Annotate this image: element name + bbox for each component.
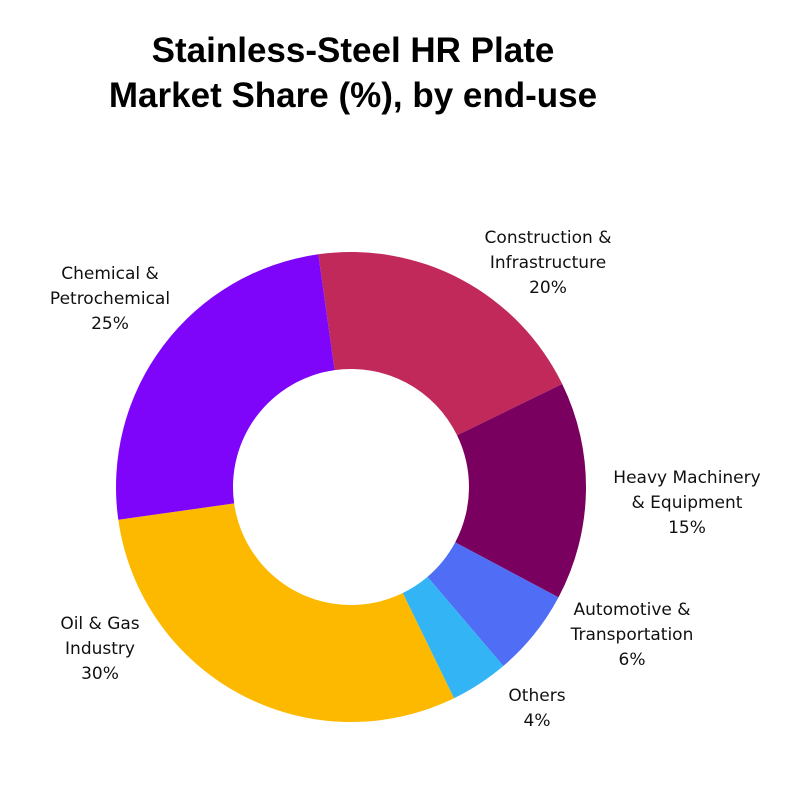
donut-slice	[455, 383, 586, 598]
category-label: Heavy Machinery & Equipment	[613, 468, 761, 513]
value-label: 4%	[523, 711, 551, 731]
category-label: Automotive & Transportation	[570, 600, 694, 645]
slice-label: Heavy Machinery & Equipment 15%	[567, 466, 807, 541]
slice-label: Automotive & Transportation 6%	[512, 598, 752, 673]
category-label: Construction & Infrastructure	[484, 228, 612, 273]
donut-slice	[118, 503, 455, 722]
category-label: Oil & Gas Industry	[60, 614, 140, 659]
donut-slice	[318, 252, 563, 436]
slice-label: Others 4%	[417, 684, 657, 734]
slice-label: Construction & Infrastructure 20%	[428, 226, 668, 301]
category-label: Others	[508, 686, 566, 706]
slice-label: Chemical & Petrochemical 25%	[0, 262, 230, 337]
value-label: 30%	[81, 664, 119, 684]
donut-slice	[402, 576, 504, 699]
donut-slice	[427, 542, 559, 666]
value-label: 6%	[618, 650, 646, 670]
value-label: 15%	[668, 518, 706, 538]
chart-title: Stainless-Steel HR Plate Market Share (%…	[108, 31, 598, 115]
slice-label: Oil & Gas Industry 30%	[0, 612, 220, 687]
category-label: Chemical & Petrochemical	[49, 264, 171, 309]
value-label: 25%	[91, 314, 129, 334]
value-label: 20%	[529, 278, 567, 298]
donut-slice	[115, 254, 335, 520]
